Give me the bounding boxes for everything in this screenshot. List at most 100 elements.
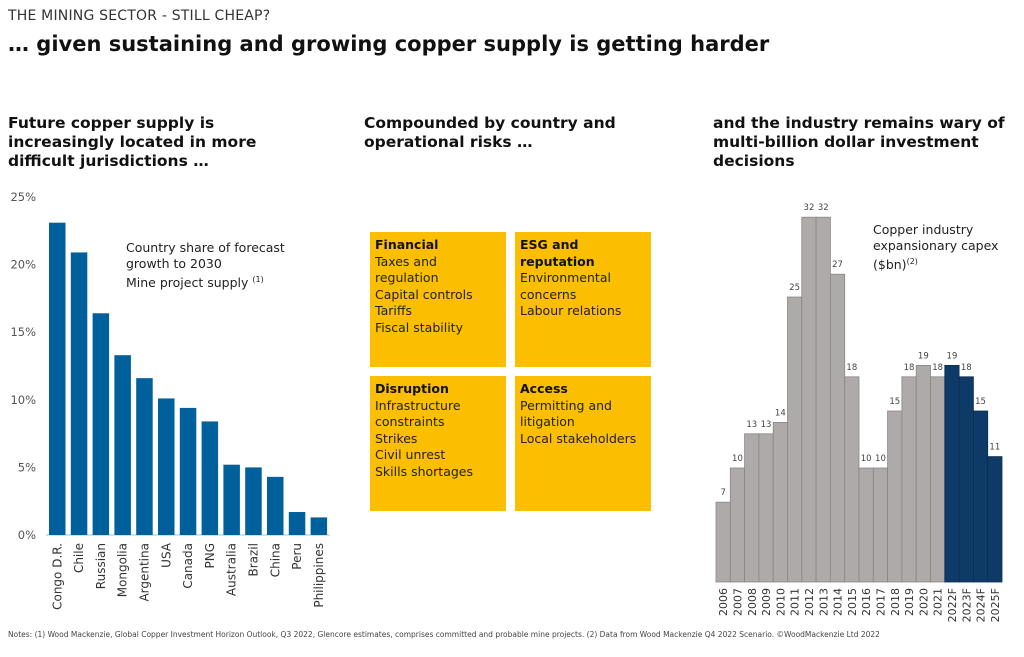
bar-2022f bbox=[944, 364, 960, 583]
slide-headline: … given sustaining and growing copper su… bbox=[8, 32, 770, 56]
annotation-line: ($bn)(2) bbox=[873, 254, 998, 273]
x-tick-label: China bbox=[268, 543, 282, 577]
bar-2012 bbox=[801, 216, 817, 583]
x-tick-label: 2012 bbox=[803, 588, 816, 616]
x-tick-label: Canada bbox=[181, 543, 195, 589]
x-tick-label: 2007 bbox=[731, 588, 744, 616]
x-tick-label: 2013 bbox=[817, 588, 830, 616]
annotation-text: ($bn) bbox=[873, 257, 907, 273]
x-tick-label: Chile bbox=[72, 543, 86, 573]
risk-box-disruption: Disruption Infrastructure constraints Stri… bbox=[370, 376, 506, 511]
x-tick-label: Mongolia bbox=[116, 543, 130, 597]
x-tick-label: Congo D.R. bbox=[50, 543, 64, 610]
y-tick-label: 0% bbox=[18, 528, 36, 542]
risk-box-title: Disruption bbox=[375, 381, 449, 396]
risk-item: Infrastructure constraints bbox=[375, 397, 461, 430]
bar-2017 bbox=[872, 467, 888, 583]
data-label: 25 bbox=[789, 283, 800, 293]
risk-item: Tariffs bbox=[375, 303, 412, 318]
bar-png bbox=[201, 421, 219, 535]
data-label: 32 bbox=[818, 203, 829, 213]
data-label: 10 bbox=[732, 454, 743, 464]
data-label: 13 bbox=[746, 420, 757, 430]
bar-2013 bbox=[815, 216, 831, 583]
data-label: 19 bbox=[918, 351, 929, 361]
bar-chile bbox=[70, 252, 88, 535]
data-label: 15 bbox=[975, 397, 986, 407]
risk-item: Labour relations bbox=[520, 303, 622, 318]
x-tick-label: 2015 bbox=[846, 588, 859, 616]
x-tick-label: 2008 bbox=[746, 588, 759, 616]
risk-item: Skills shortages bbox=[375, 463, 473, 479]
bar-2021 bbox=[930, 376, 946, 583]
bar-2015 bbox=[844, 376, 860, 583]
x-tick-label: 2017 bbox=[874, 588, 887, 616]
x-tick-label: Brazil bbox=[246, 543, 260, 577]
bar-philippines bbox=[310, 517, 328, 535]
bar-mongolia bbox=[114, 355, 131, 535]
x-tick-label: Peru bbox=[290, 543, 304, 570]
data-label: 10 bbox=[861, 454, 872, 464]
risk-box-access: Access Permitting and litigation Local sta… bbox=[515, 376, 651, 511]
left-chart-annotation: Country share of forecast growth to 2030… bbox=[126, 240, 285, 291]
bar-argentina bbox=[136, 378, 153, 535]
data-label: 19 bbox=[947, 351, 958, 361]
x-tick-label: 2014 bbox=[832, 588, 845, 616]
x-tick-label: Australia bbox=[225, 543, 239, 596]
x-tick-label: 2025F bbox=[989, 588, 1002, 622]
bar-2025f bbox=[987, 456, 1003, 583]
annotation-line: Mine project supply (1) bbox=[126, 272, 285, 291]
bar-peru bbox=[288, 512, 306, 535]
x-tick-label: 2020 bbox=[917, 588, 930, 616]
bar-canada bbox=[179, 407, 197, 535]
bar-congo-d-r- bbox=[49, 222, 66, 536]
bar-china bbox=[267, 476, 284, 535]
data-label: 32 bbox=[804, 203, 815, 213]
risk-item: Capital controls bbox=[375, 286, 473, 302]
data-label: 18 bbox=[846, 363, 857, 373]
risk-box-esg-and-reputation: ESG and reputation Environmental concerns… bbox=[515, 232, 651, 367]
data-label: 15 bbox=[889, 397, 900, 407]
bar-2023f bbox=[958, 376, 974, 583]
right-chart-annotation: Copper industry expansionary capex ($bn)… bbox=[873, 222, 998, 273]
data-label: 27 bbox=[832, 260, 843, 270]
x-tick-label: 2018 bbox=[889, 588, 902, 616]
risk-item: Civil unrest bbox=[375, 447, 446, 462]
x-tick-label: Argentina bbox=[137, 543, 151, 602]
risk-box-title: Access bbox=[520, 381, 568, 396]
bar-2018 bbox=[887, 410, 903, 583]
risk-item: Permitting and litigation bbox=[520, 397, 612, 430]
bar-2007 bbox=[729, 467, 745, 583]
bar-russian bbox=[92, 313, 110, 535]
risk-item: Strikes bbox=[375, 430, 418, 446]
annotation-line: Country share of forecast bbox=[126, 240, 285, 255]
bar-usa bbox=[158, 398, 175, 535]
data-label: 11 bbox=[989, 443, 1000, 453]
bar-2016 bbox=[858, 467, 874, 583]
footnote-marker: (1) bbox=[252, 275, 264, 284]
data-label: 13 bbox=[761, 420, 772, 430]
annotation-text: Mine project supply bbox=[126, 275, 249, 291]
risk-item: Local stakeholders bbox=[520, 430, 637, 446]
bar-2010 bbox=[772, 421, 788, 583]
x-tick-label: PNG bbox=[203, 543, 217, 569]
x-tick-label: USA bbox=[159, 542, 173, 568]
x-tick-label: 2009 bbox=[760, 588, 773, 616]
middle-section-heading: Compounded by country and operational ri… bbox=[364, 114, 616, 151]
y-tick-label: 5% bbox=[18, 460, 36, 474]
x-tick-label: Russian bbox=[94, 543, 108, 589]
x-tick-label: 2024F bbox=[975, 588, 988, 622]
left-section-heading: Future copper supply is increasingly loc… bbox=[8, 114, 257, 170]
x-tick-label: Philippines bbox=[312, 543, 326, 608]
y-tick-label: 25% bbox=[10, 190, 36, 204]
bar-2006 bbox=[715, 501, 731, 583]
bar-2011 bbox=[787, 296, 803, 583]
bar-2024f bbox=[973, 410, 989, 583]
risk-box-title: Financial bbox=[375, 237, 439, 252]
bar-2009 bbox=[758, 433, 774, 583]
footnotes: Notes: (1) Wood Mackenzie, Global Copper… bbox=[8, 630, 880, 639]
bar-australia bbox=[223, 464, 240, 535]
x-tick-label: 2006 bbox=[717, 588, 730, 616]
